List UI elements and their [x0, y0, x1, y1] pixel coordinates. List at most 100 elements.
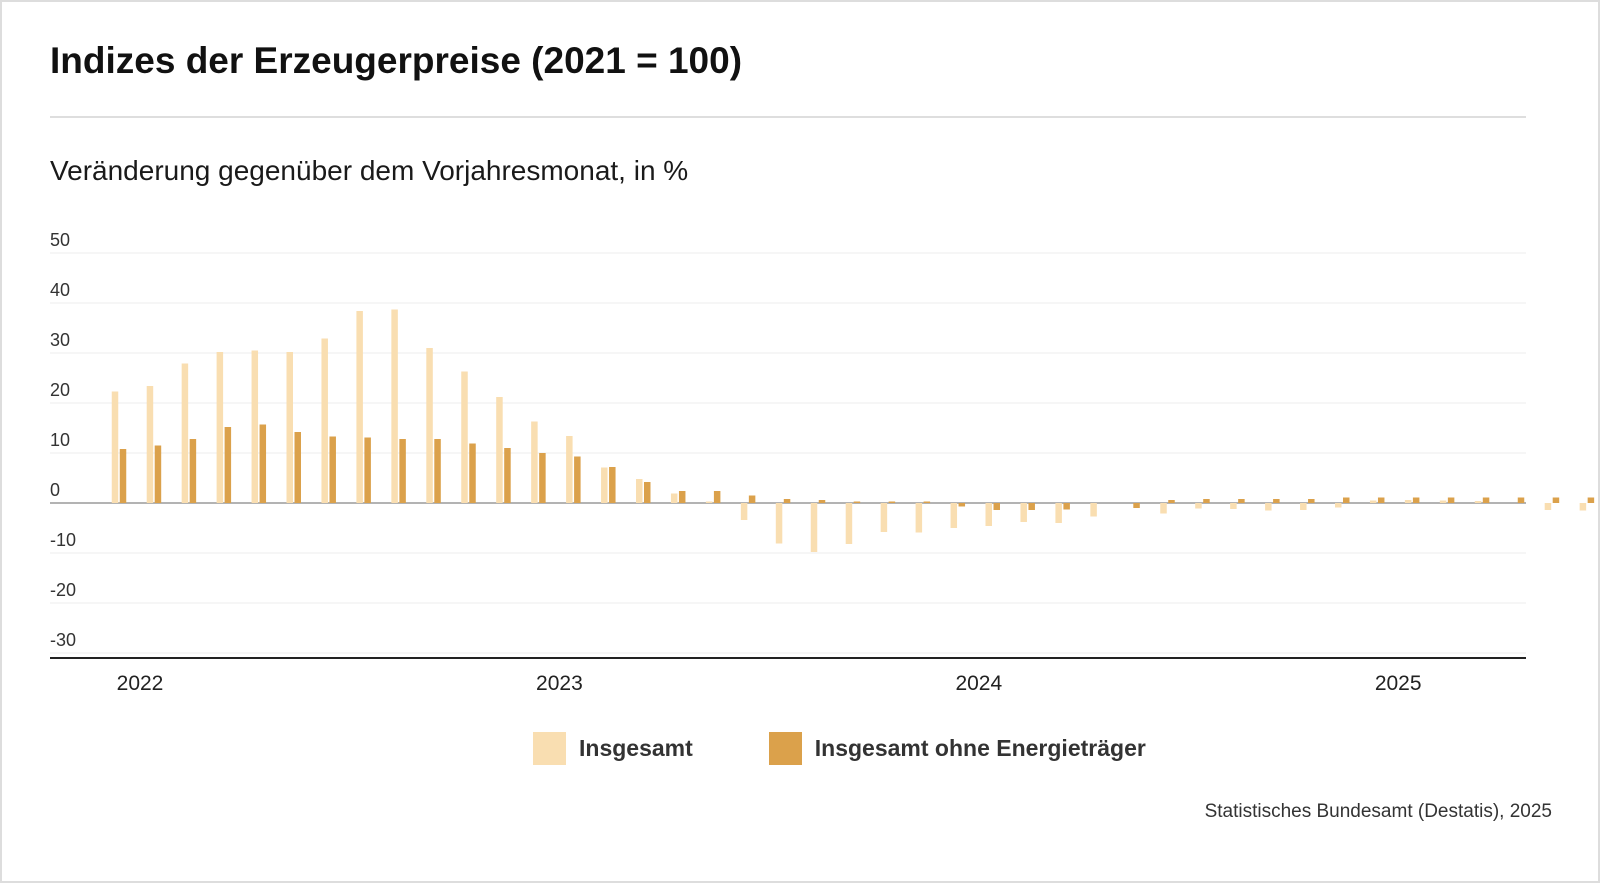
- bar-insgesamt: [391, 309, 398, 503]
- bar-ohne-energie: [1552, 497, 1560, 503]
- bar-ohne-energie: [504, 448, 511, 503]
- bar-ohne-energie: [1377, 497, 1385, 503]
- bar-ohne-energie: [1273, 499, 1280, 503]
- bar-ohne-energie: [574, 456, 581, 503]
- bar-insgesamt: [356, 311, 363, 503]
- bar-insgesamt: [531, 421, 538, 503]
- bar-ohne-energie: [259, 424, 267, 503]
- y-tick-label: -10: [50, 530, 76, 550]
- y-tick-label: 10: [50, 430, 70, 450]
- bar-ohne-energie: [1587, 497, 1595, 503]
- bar-insgesamt: [1579, 503, 1587, 511]
- y-tick-label: 50: [50, 230, 70, 250]
- legend-swatch-ohne-energie: [768, 732, 802, 765]
- bar-insgesamt: [251, 350, 259, 503]
- y-tick-label: 40: [50, 280, 70, 300]
- bar-insgesamt: [181, 363, 189, 503]
- bar-ohne-energie: [469, 443, 476, 503]
- bar-insgesamt: [636, 479, 643, 503]
- bar-ohne-energie: [1028, 503, 1035, 510]
- bar-ohne-energie: [329, 436, 336, 503]
- y-tick-label: 30: [50, 330, 70, 350]
- bar-ohne-energie: [364, 437, 371, 503]
- bar-ohne-energie: [434, 439, 441, 503]
- chart-title: Indizes der Erzeugerpreise (2021 = 100): [50, 40, 743, 81]
- bar-insgesamt: [775, 503, 783, 544]
- bar-ohne-energie: [923, 501, 931, 503]
- bar-insgesamt: [426, 348, 433, 503]
- bar-ohne-energie: [1203, 499, 1210, 503]
- y-tick-label: -30: [50, 630, 76, 650]
- legend-label-ohne-energie: Insgesamt ohne Energieträger: [814, 735, 1146, 761]
- bar-ohne-energie: [713, 491, 721, 503]
- bar-ohne-energie: [748, 495, 756, 503]
- bar-insgesamt: [705, 501, 713, 503]
- bar-ohne-energie: [119, 449, 127, 503]
- bar-ohne-energie: [958, 503, 966, 507]
- bar-ohne-energie: [818, 500, 826, 503]
- bar-insgesamt: [1439, 500, 1447, 503]
- bar-insgesamt: [1090, 503, 1097, 517]
- bar-insgesamt: [740, 503, 748, 520]
- bar-ohne-energie: [853, 501, 861, 503]
- bar-ohne-energie: [888, 501, 896, 503]
- x-tick-label: 2023: [536, 672, 583, 695]
- chart-subtitle: Veränderung gegenüber dem Vorjahresmonat…: [50, 155, 689, 186]
- legend-item-ohne-energie[interactable]: Insgesamt ohne Energieträger: [768, 732, 1146, 765]
- bar-ohne-energie: [1482, 497, 1490, 503]
- bar-insgesamt: [670, 493, 678, 503]
- bar-insgesamt: [566, 436, 573, 503]
- legend-label-insgesamt: Insgesamt: [579, 735, 693, 761]
- bar-insgesamt: [915, 503, 923, 533]
- y-tick-label: -20: [50, 580, 76, 600]
- bar-ohne-energie: [1412, 497, 1420, 503]
- bar-ohne-energie: [609, 467, 616, 503]
- bar-ohne-energie: [644, 482, 651, 503]
- bar-insgesamt: [1055, 503, 1062, 523]
- bar-insgesamt: [810, 503, 818, 552]
- bar-insgesamt: [1020, 503, 1027, 522]
- bar-insgesamt: [1544, 503, 1552, 510]
- bar-ohne-energie: [154, 445, 162, 503]
- bar-insgesamt: [286, 352, 293, 503]
- y-tick-label: 0: [50, 480, 60, 500]
- bar-insgesamt: [461, 371, 468, 503]
- bar-insgesamt: [1160, 503, 1167, 514]
- bar-insgesamt: [950, 503, 958, 528]
- bar-insgesamt: [216, 352, 224, 503]
- bar-insgesamt: [1369, 500, 1377, 503]
- source-note: Statistisches Bundesamt (Destatis), 2025: [1204, 801, 1552, 822]
- bar-ohne-energie: [678, 491, 686, 503]
- x-tick-label: 2024: [955, 672, 1002, 695]
- bar-ohne-energie: [1343, 497, 1350, 503]
- bar-insgesamt: [146, 386, 154, 503]
- bar-ohne-energie: [993, 503, 1000, 510]
- x-tick-label: 2022: [117, 672, 164, 695]
- bar-ohne-energie: [189, 439, 197, 503]
- bar-ohne-energie: [1447, 497, 1455, 503]
- bar-insgesamt: [1195, 503, 1202, 509]
- bar-ohne-energie: [1133, 503, 1140, 508]
- bar-insgesamt: [1404, 500, 1412, 503]
- bar-ohne-energie: [1238, 499, 1245, 503]
- bar-ohne-energie: [539, 453, 546, 503]
- bar-ohne-energie: [1308, 499, 1315, 503]
- title-divider: [50, 116, 1526, 118]
- bar-insgesamt: [1474, 501, 1482, 503]
- legend-swatch-insgesamt: [533, 732, 566, 765]
- bar-insgesamt: [985, 503, 992, 526]
- bar-ohne-energie: [399, 439, 406, 503]
- x-tick-label: 2025: [1375, 672, 1422, 695]
- bar-insgesamt: [321, 338, 328, 503]
- bar-insgesamt: [111, 391, 119, 503]
- chart-legend: Insgesamt Insgesamt ohne Energieträger: [533, 732, 1222, 765]
- legend-item-insgesamt[interactable]: Insgesamt: [533, 732, 693, 765]
- bar-ohne-energie: [1517, 497, 1525, 503]
- bar-insgesamt: [1300, 503, 1307, 510]
- bar-ohne-energie: [1063, 503, 1070, 510]
- bar-insgesamt: [880, 503, 888, 532]
- bar-insgesamt: [1265, 503, 1272, 511]
- bar-insgesamt: [1230, 503, 1237, 509]
- bar-chart: 50 40 30 20 10 0 -10 -20 -30 2022 2023 2024 2025: [50, 230, 1595, 695]
